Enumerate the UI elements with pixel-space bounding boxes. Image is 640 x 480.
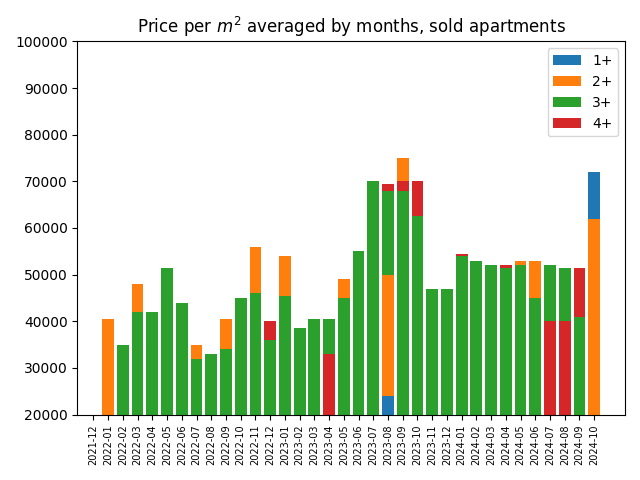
Bar	[397, 158, 408, 415]
Bar	[132, 284, 143, 415]
Bar	[294, 328, 305, 415]
Bar	[323, 319, 335, 415]
Bar	[559, 268, 571, 415]
Bar	[161, 268, 173, 415]
Bar	[412, 181, 423, 415]
Bar	[279, 256, 291, 415]
Bar	[485, 265, 497, 415]
Bar	[367, 181, 379, 415]
Bar	[412, 216, 423, 415]
Bar	[456, 253, 468, 415]
Bar	[382, 191, 394, 415]
Bar	[338, 415, 349, 461]
Bar	[485, 265, 497, 415]
Bar	[102, 319, 114, 415]
Bar	[382, 396, 394, 415]
Bar	[515, 261, 527, 415]
Bar	[308, 319, 320, 415]
Bar	[529, 298, 541, 415]
Bar	[382, 275, 394, 415]
Bar	[426, 288, 438, 415]
Bar	[529, 261, 541, 415]
Bar	[220, 349, 232, 415]
Bar	[235, 415, 246, 461]
Bar	[544, 321, 556, 415]
Bar	[323, 354, 335, 415]
Bar	[456, 256, 468, 415]
Bar	[470, 261, 483, 415]
Bar	[588, 172, 600, 415]
Bar	[573, 415, 586, 433]
Bar	[353, 252, 364, 415]
Bar	[515, 265, 527, 415]
Bar	[382, 184, 394, 415]
Bar	[264, 321, 276, 415]
Bar	[441, 288, 453, 415]
Bar	[250, 247, 261, 415]
Bar	[220, 415, 232, 480]
Bar	[573, 415, 586, 461]
Bar	[264, 415, 276, 480]
Title: Price per $m^2$ averaged by months, sold apartments: Price per $m^2$ averaged by months, sold…	[137, 15, 566, 39]
Bar	[573, 317, 586, 415]
Bar	[470, 261, 483, 415]
Bar	[220, 319, 232, 415]
Bar	[544, 265, 556, 415]
Bar	[500, 415, 512, 480]
Bar	[397, 191, 408, 415]
Bar	[235, 298, 246, 415]
Bar	[132, 312, 143, 415]
Bar	[250, 293, 261, 415]
Bar	[279, 296, 291, 415]
Bar	[588, 219, 600, 415]
Bar	[264, 340, 276, 415]
Bar	[205, 354, 217, 415]
Bar	[117, 345, 129, 415]
Bar	[500, 265, 512, 415]
Bar	[191, 359, 202, 415]
Bar	[559, 321, 571, 415]
Bar	[147, 312, 158, 415]
Bar	[441, 288, 453, 415]
Bar	[367, 181, 379, 415]
Bar	[191, 345, 202, 415]
Bar	[573, 268, 586, 415]
Bar	[397, 181, 408, 415]
Bar	[176, 302, 188, 415]
Legend: 1+, 2+, 3+, 4+: 1+, 2+, 3+, 4+	[548, 48, 618, 136]
Bar	[338, 298, 349, 415]
Bar	[338, 279, 349, 415]
Bar	[426, 288, 438, 415]
Bar	[500, 268, 512, 415]
